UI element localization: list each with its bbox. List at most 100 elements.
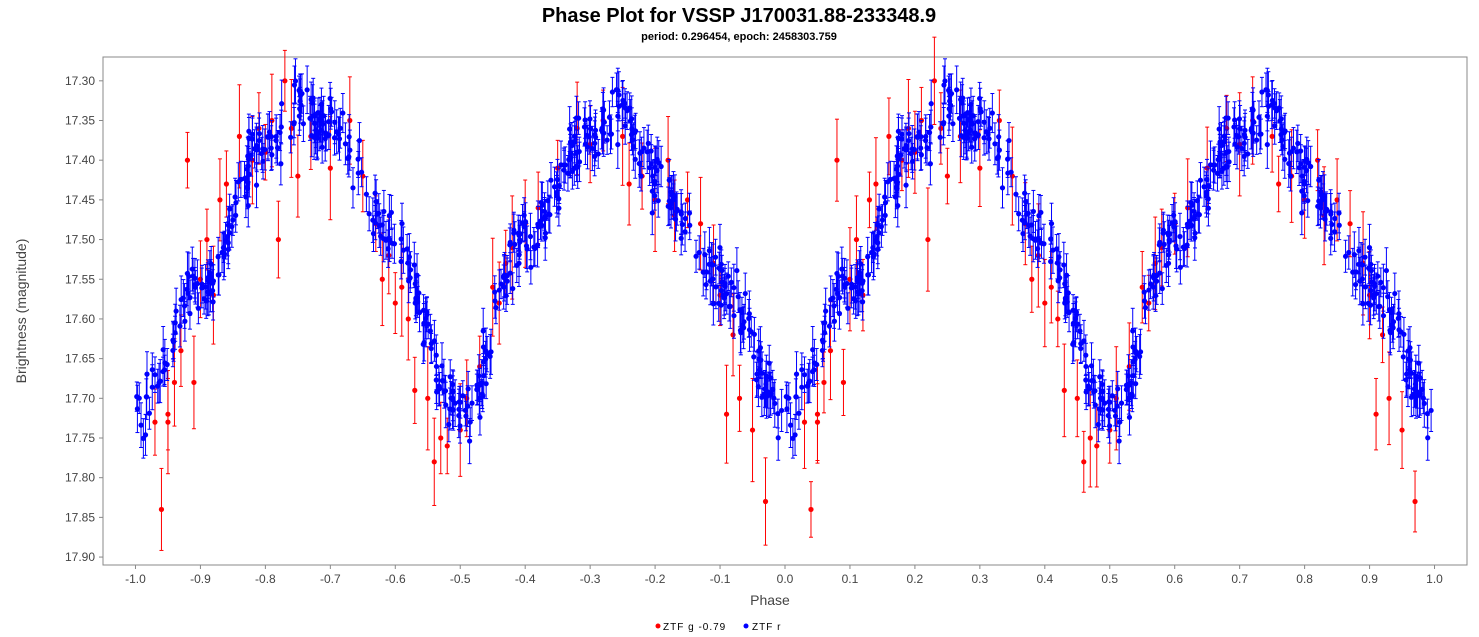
r-band-point — [561, 147, 567, 183]
y-tick-label: 17.50 — [65, 233, 95, 247]
y-tick-label: 17.35 — [65, 114, 95, 128]
r-band-point — [1371, 263, 1378, 304]
g-band-point — [425, 346, 431, 451]
r-band-point — [775, 414, 781, 461]
r-band-point — [556, 167, 562, 204]
r-band-point — [898, 133, 904, 177]
r-band-point — [1417, 361, 1424, 395]
r-band-point — [960, 77, 966, 119]
r-band-point — [706, 226, 713, 275]
r-band-point — [1403, 361, 1409, 398]
g-band-point — [944, 147, 950, 205]
r-band-point — [1375, 261, 1381, 292]
r-band-point — [400, 226, 406, 274]
g-band-point — [431, 417, 437, 506]
x-tick-label: 0.9 — [1361, 572, 1378, 586]
g-band-point — [886, 97, 892, 176]
r-band-point — [406, 258, 412, 304]
r-band-point — [370, 197, 376, 243]
r-band-point — [545, 180, 551, 221]
r-band-point — [722, 263, 728, 304]
r-band-point — [1352, 269, 1359, 300]
r-band-point — [1318, 187, 1324, 220]
r-band-point — [914, 113, 920, 160]
g-band-point — [840, 348, 847, 417]
r-band-point — [1177, 212, 1183, 261]
r-band-point — [641, 127, 647, 170]
g-band-point — [762, 457, 769, 546]
r-band-point — [956, 95, 963, 141]
y-tick-label: 17.75 — [65, 431, 95, 445]
r-band-point — [592, 136, 598, 177]
r-band-point — [571, 125, 578, 158]
r-band-point — [1281, 114, 1287, 151]
r-band-point — [1231, 107, 1237, 147]
r-band-point — [1070, 294, 1076, 327]
r-band-point — [1251, 100, 1257, 144]
r-band-point — [741, 306, 747, 350]
r-band-point — [230, 204, 236, 236]
y-tick-label: 17.55 — [65, 272, 95, 286]
g-band-point — [1094, 404, 1100, 488]
x-tick-label: 0.7 — [1231, 572, 1248, 586]
r-band-point — [1187, 202, 1193, 240]
r-band-point — [887, 160, 893, 198]
r-band-point — [906, 112, 912, 155]
r-band-point — [731, 292, 737, 339]
r-band-point — [1130, 327, 1136, 367]
r-band-point — [1425, 414, 1431, 461]
r-band-point — [322, 114, 329, 152]
r-band-point — [537, 202, 544, 240]
r-band-point — [772, 379, 778, 428]
r-band-point — [805, 362, 812, 403]
r-band-point — [404, 234, 410, 265]
r-band-point — [710, 281, 716, 326]
r-band-point — [358, 157, 365, 188]
g-band-point — [1042, 258, 1048, 348]
r-band-point — [156, 362, 162, 403]
x-tick-label: 0.6 — [1166, 572, 1183, 586]
r-band-point — [1380, 292, 1387, 339]
r-band-point — [1316, 158, 1322, 202]
x-tick-label: -0.7 — [320, 572, 341, 586]
r-band-point — [243, 175, 249, 219]
r-band-point — [291, 106, 297, 139]
r-band-point — [1174, 225, 1180, 273]
r-band-point — [1342, 239, 1349, 273]
r-band-point — [765, 371, 771, 417]
r-band-point — [1116, 417, 1122, 465]
r-band-point — [1256, 100, 1262, 135]
r-band-point — [1097, 359, 1103, 395]
r-band-point — [604, 125, 610, 155]
r-band-point — [853, 283, 859, 319]
r-band-point — [1234, 124, 1240, 170]
r-band-point — [1329, 203, 1335, 246]
r-band-point — [460, 380, 466, 412]
r-band-point — [1016, 196, 1022, 232]
r-band-point — [841, 266, 847, 303]
r-band-point — [833, 272, 839, 307]
r-band-point — [1146, 269, 1152, 311]
r-band-point — [679, 203, 685, 246]
r-band-point — [1336, 192, 1342, 234]
r-band-point — [391, 223, 398, 264]
r-band-point — [696, 235, 702, 270]
g-band-point — [931, 36, 937, 125]
r-band-point — [1114, 385, 1120, 428]
r-band-point — [1308, 145, 1314, 188]
r-band-point — [299, 73, 305, 114]
r-band-point — [184, 272, 190, 307]
r-band-point — [1405, 366, 1411, 408]
g-band-point — [288, 78, 294, 178]
r-band-point — [1421, 379, 1427, 428]
r-band-point — [511, 211, 517, 249]
r-band-point — [484, 335, 490, 373]
r-band-point — [134, 384, 141, 434]
g-band-point — [282, 49, 288, 112]
r-band-point — [1265, 71, 1271, 119]
r-band-point — [170, 321, 177, 362]
g-band-point — [866, 171, 873, 229]
g-band-point — [275, 200, 281, 279]
r-band-point — [1062, 280, 1069, 317]
